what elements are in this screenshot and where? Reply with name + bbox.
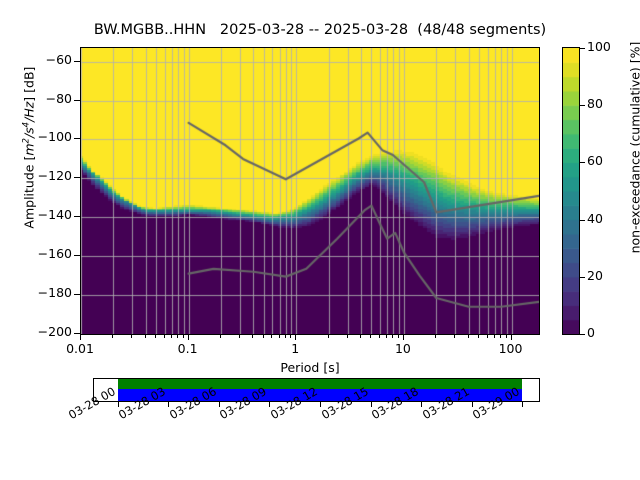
y-axis-label-exp-4: 4 bbox=[21, 121, 32, 128]
x-tick-minor bbox=[252, 335, 253, 338]
x-tick-minor bbox=[285, 335, 286, 338]
y-tick-label: −80 bbox=[45, 90, 72, 106]
y-tick-label: −180 bbox=[37, 285, 72, 301]
x-tick-minor bbox=[131, 335, 132, 338]
y-tick-mark bbox=[74, 216, 80, 218]
x-tick-minor bbox=[239, 335, 240, 338]
x-tick-label: 0.01 bbox=[66, 341, 94, 356]
x-tick-label: 1 bbox=[291, 341, 300, 356]
y-tick-mark bbox=[74, 333, 80, 334]
timeline-tick-mark bbox=[219, 402, 220, 407]
colorbar-tick-label: 20 bbox=[587, 267, 603, 283]
y-axis-label-unit-m: m bbox=[21, 143, 37, 156]
x-tick-minor bbox=[386, 335, 387, 338]
y-tick-mark bbox=[74, 99, 80, 101]
colorbar-tick-mark bbox=[580, 162, 585, 164]
colorbar bbox=[562, 47, 580, 335]
colorbar-gradient bbox=[563, 48, 579, 334]
y-tick-mark bbox=[74, 255, 80, 257]
x-tick-minor bbox=[347, 335, 348, 338]
ppsd-axes bbox=[80, 47, 540, 335]
colorbar-tick-label: 60 bbox=[587, 153, 603, 169]
y-tick-label: −100 bbox=[37, 129, 72, 145]
x-tick-label: 100 bbox=[498, 341, 523, 356]
x-tick-major bbox=[188, 335, 189, 340]
x-tick-minor bbox=[398, 335, 399, 338]
y-tick-label: −200 bbox=[37, 324, 72, 339]
y-axis-label-unit-s: /s bbox=[21, 127, 37, 139]
y-tick-mark bbox=[74, 60, 80, 62]
x-tick-minor bbox=[379, 335, 380, 338]
x-tick-minor bbox=[454, 335, 455, 338]
timeline-tick-label: 03-28 00 bbox=[65, 384, 118, 423]
x-tick-minor bbox=[145, 335, 146, 338]
y-tick-label: −160 bbox=[37, 246, 72, 262]
colorbar-label: non-exceedance (cumulative) [%] bbox=[627, 41, 640, 254]
y-axis-label: Amplitude [m2/s4/Hz] [dB] bbox=[21, 23, 36, 273]
y-tick-label: −140 bbox=[37, 207, 72, 223]
colorbar-tick-mark bbox=[580, 276, 585, 278]
colorbar-tick-mark bbox=[580, 334, 585, 335]
coverage-bar-blue bbox=[117, 388, 523, 401]
x-tick-major bbox=[295, 335, 296, 340]
y-axis-label-post: ] [dB] bbox=[21, 66, 37, 102]
x-tick-minor bbox=[112, 335, 113, 338]
x-tick-minor bbox=[392, 335, 393, 338]
x-tick-minor bbox=[494, 335, 495, 338]
timeline-tick-mark bbox=[472, 402, 473, 407]
timeline-tick-mark bbox=[168, 402, 169, 407]
coverage-bar-green bbox=[117, 379, 523, 389]
x-tick-minor bbox=[370, 335, 371, 338]
x-tick-minor bbox=[220, 335, 221, 338]
noise-model-lines bbox=[81, 48, 539, 334]
timeline-tick-mark bbox=[269, 402, 270, 407]
y-tick-mark bbox=[74, 294, 80, 296]
timeline-tick-mark bbox=[320, 402, 321, 407]
x-tick-minor bbox=[500, 335, 501, 338]
x-tick-minor bbox=[506, 335, 507, 338]
x-tick-minor bbox=[155, 335, 156, 338]
colorbar-tick-label: 80 bbox=[587, 96, 603, 112]
y-axis-label-unit-hz: /Hz bbox=[21, 101, 37, 122]
x-tick-minor bbox=[177, 335, 178, 338]
timeline-tick-mark bbox=[522, 402, 523, 407]
x-tick-minor bbox=[478, 335, 479, 338]
timeline-tick-mark bbox=[118, 402, 119, 407]
colorbar-tick-label: 0 bbox=[587, 325, 595, 340]
coverage-timeline-axes bbox=[93, 378, 540, 402]
y-tick-label: −60 bbox=[45, 51, 72, 67]
colorbar-tick-mark bbox=[580, 48, 585, 49]
x-tick-major bbox=[511, 335, 512, 340]
x-tick-minor bbox=[328, 335, 329, 338]
x-axis-label: Period [s] bbox=[280, 360, 340, 375]
y-axis-label-pre: Amplitude [ bbox=[21, 155, 37, 229]
x-tick-minor bbox=[487, 335, 488, 338]
x-tick-minor bbox=[290, 335, 291, 338]
x-tick-minor bbox=[468, 335, 469, 338]
x-tick-major bbox=[80, 335, 81, 340]
timeline-tick-mark bbox=[371, 402, 372, 407]
timeline-tick-mark bbox=[421, 402, 422, 407]
x-tick-minor bbox=[279, 335, 280, 338]
x-tick-label: 0.1 bbox=[177, 341, 198, 356]
colorbar-tick-label: 40 bbox=[587, 210, 603, 226]
colorbar-tick-mark bbox=[580, 105, 585, 107]
x-tick-minor bbox=[360, 335, 361, 338]
y-tick-mark bbox=[74, 138, 80, 140]
y-tick-mark bbox=[74, 177, 80, 179]
x-tick-minor bbox=[183, 335, 184, 338]
figure-title: BW.MGBB..HHN 2025-03-28 -- 2025-03-28 (4… bbox=[93, 22, 547, 38]
colorbar-tick-mark bbox=[580, 219, 585, 221]
x-tick-minor bbox=[271, 335, 272, 338]
x-tick-minor bbox=[435, 335, 436, 338]
x-tick-label: 10 bbox=[394, 341, 411, 356]
x-tick-minor bbox=[263, 335, 264, 338]
y-tick-label: −120 bbox=[37, 168, 72, 184]
x-tick-major bbox=[403, 335, 404, 340]
x-tick-minor bbox=[171, 335, 172, 338]
x-tick-minor bbox=[164, 335, 165, 338]
y-axis-label-exp-2: 2 bbox=[21, 138, 32, 144]
colorbar-tick-label: 100 bbox=[587, 39, 611, 54]
